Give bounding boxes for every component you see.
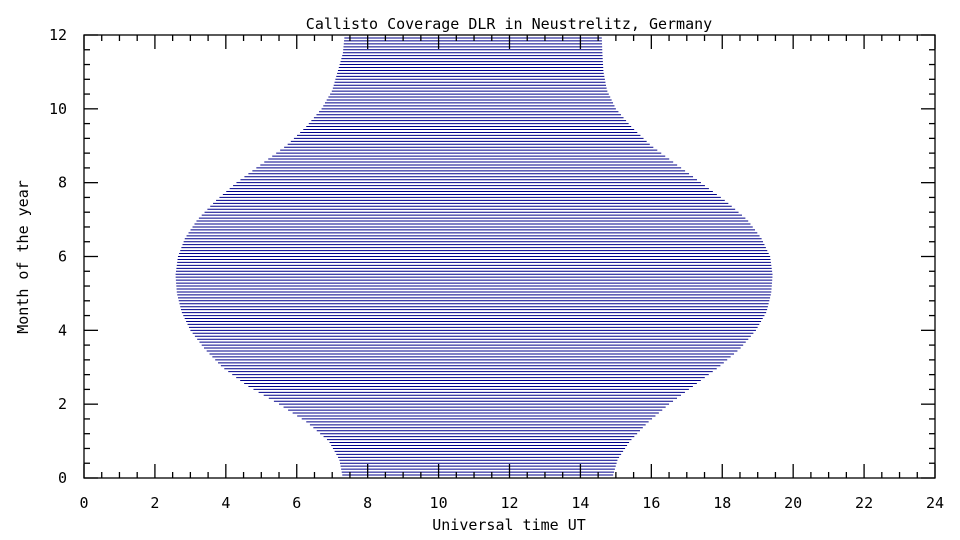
x-tick-label: 22 (855, 494, 873, 512)
x-tick-label: 4 (221, 494, 230, 512)
y-tick-label: 12 (49, 26, 67, 44)
x-tick-label: 8 (363, 494, 372, 512)
x-tick-label: 24 (926, 494, 944, 512)
y-tick-label: 4 (58, 321, 67, 339)
x-tick-label: 10 (430, 494, 448, 512)
x-tick-label: 12 (500, 494, 518, 512)
x-tick-label: 20 (784, 494, 802, 512)
coverage-hatch (175, 34, 773, 479)
x-tick-label: 14 (571, 494, 589, 512)
y-axis-title: Month of the year (14, 180, 32, 334)
x-tick-label: 0 (79, 494, 88, 512)
x-axis-title: Universal time UT (432, 516, 586, 534)
y-tick-label: 10 (49, 100, 67, 118)
chart-title: Callisto Coverage DLR in Neustrelitz, Ge… (306, 15, 712, 33)
y-tick-label: 2 (58, 395, 67, 413)
y-tick-label: 8 (58, 174, 67, 192)
y-tick-label: 6 (58, 248, 67, 266)
plot-frame (83, 34, 936, 479)
x-tick-label: 18 (713, 494, 731, 512)
x-tick-label: 2 (150, 494, 159, 512)
y-tick-label: 0 (58, 469, 67, 487)
x-tick-label: 6 (292, 494, 301, 512)
x-tick-label: 16 (642, 494, 660, 512)
